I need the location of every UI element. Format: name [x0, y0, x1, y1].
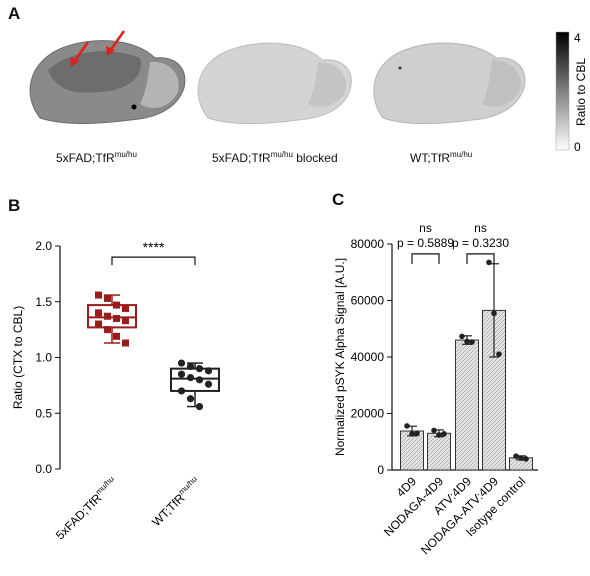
data-point: [523, 456, 529, 462]
bar: [400, 430, 424, 471]
data-point: [195, 365, 204, 373]
significance-label: ****: [143, 239, 165, 255]
comparison-bracket: [411, 253, 440, 264]
data-point: [195, 376, 204, 384]
data-point: [113, 301, 120, 309]
significance-bracket: [111, 256, 196, 266]
red-arrow: [70, 41, 90, 67]
brain-slice-wt: [373, 42, 526, 124]
panel-label-c: C: [332, 190, 345, 209]
data-point: [491, 310, 497, 317]
brain-caption-3: WT;TfRmu/hu: [410, 150, 473, 165]
brain-caption-2: 5xFAD;TfRmu/hu blocked: [212, 150, 338, 165]
data-point: [518, 455, 524, 461]
data-point: [177, 370, 186, 378]
box: [170, 367, 220, 392]
y-axis-label: Normalized pSYK Alpha Signal [A.U.]: [333, 258, 347, 456]
data-point: [95, 291, 102, 299]
x-tick-label: 5xFAD;TfRmu/hu: [52, 475, 120, 543]
x-tick-label: WT;TfRmu/hu: [149, 475, 204, 530]
comparison-ns: ns: [474, 221, 487, 235]
data-point: [113, 332, 120, 340]
y-tick-label: 2.0: [35, 239, 52, 253]
colorbar-max-label: 4: [574, 31, 581, 45]
data-point: [513, 453, 519, 459]
data-point: [113, 314, 120, 322]
data-point: [122, 304, 129, 312]
data-point: [104, 326, 111, 334]
y-tick-label: 0.5: [35, 406, 52, 420]
colorbar-min-label: 0: [574, 140, 581, 154]
y-tick-label: 40000: [351, 350, 385, 364]
data-point: [459, 333, 465, 340]
data-point: [186, 395, 195, 403]
comparison-ns: ns: [419, 221, 432, 235]
colorbar: [555, 31, 570, 151]
box: [87, 304, 137, 329]
brain-slice-5xfad-blocked: [197, 42, 352, 124]
data-point: [486, 259, 492, 266]
data-point: [186, 373, 195, 382]
panel-label-a: A: [8, 4, 21, 23]
data-point: [496, 351, 502, 357]
data-point: [204, 367, 213, 375]
data-point: [104, 312, 111, 320]
y-axis-label: Ratio (CTX to CBL): [11, 306, 25, 409]
bar: [427, 432, 451, 471]
data-point: [122, 317, 129, 325]
comparison-p-value: p = 0.3230: [452, 236, 509, 250]
data-point: [431, 427, 437, 434]
data-point: [469, 339, 475, 345]
y-tick-label: 1.5: [35, 295, 52, 309]
comparison-p-value: p = 0.5889: [397, 236, 454, 250]
data-point: [204, 380, 213, 388]
data-point: [104, 294, 111, 302]
data-point: [409, 431, 415, 437]
brain-images: 4 0 Ratio to CBL: [29, 30, 588, 154]
comparison-bracket: [466, 253, 495, 264]
data-point: [441, 431, 447, 437]
y-tick-label: 0: [377, 463, 384, 477]
data-point: [404, 423, 410, 429]
data-point: [177, 387, 186, 395]
data-point: [122, 339, 129, 347]
brain-caption-1: 5xFAD;TfRmu/hu: [56, 150, 137, 165]
y-tick-label: 80000: [351, 237, 385, 251]
y-tick-label: 1.0: [35, 351, 52, 365]
data-point: [414, 430, 420, 437]
bar-chart: 0 20000 40000 60000 80000 Normalized pSYK Alp…: [333, 221, 538, 557]
y-tick-label: 0.0: [35, 462, 52, 476]
data-point: [95, 320, 102, 328]
y-tick-label: 20000: [351, 407, 385, 421]
red-arrow: [106, 30, 126, 56]
data-point: [464, 338, 470, 345]
data-point: [177, 359, 186, 367]
y-tick-label: 60000: [351, 294, 385, 308]
data-point: [95, 309, 102, 317]
bar: [455, 339, 479, 471]
brain-slice-5xfad: [29, 40, 186, 124]
box-plot-chart: 0.0 0.5 1.0 1.5 2.0 Ratio (CTX to CBL) 5xFAD;T…: [11, 239, 220, 543]
data-point: [195, 402, 204, 411]
colorbar-title: Ratio to CBL: [574, 58, 588, 126]
data-point: [436, 432, 442, 438]
panel-label-b: B: [8, 196, 21, 215]
data-point: [186, 362, 195, 371]
